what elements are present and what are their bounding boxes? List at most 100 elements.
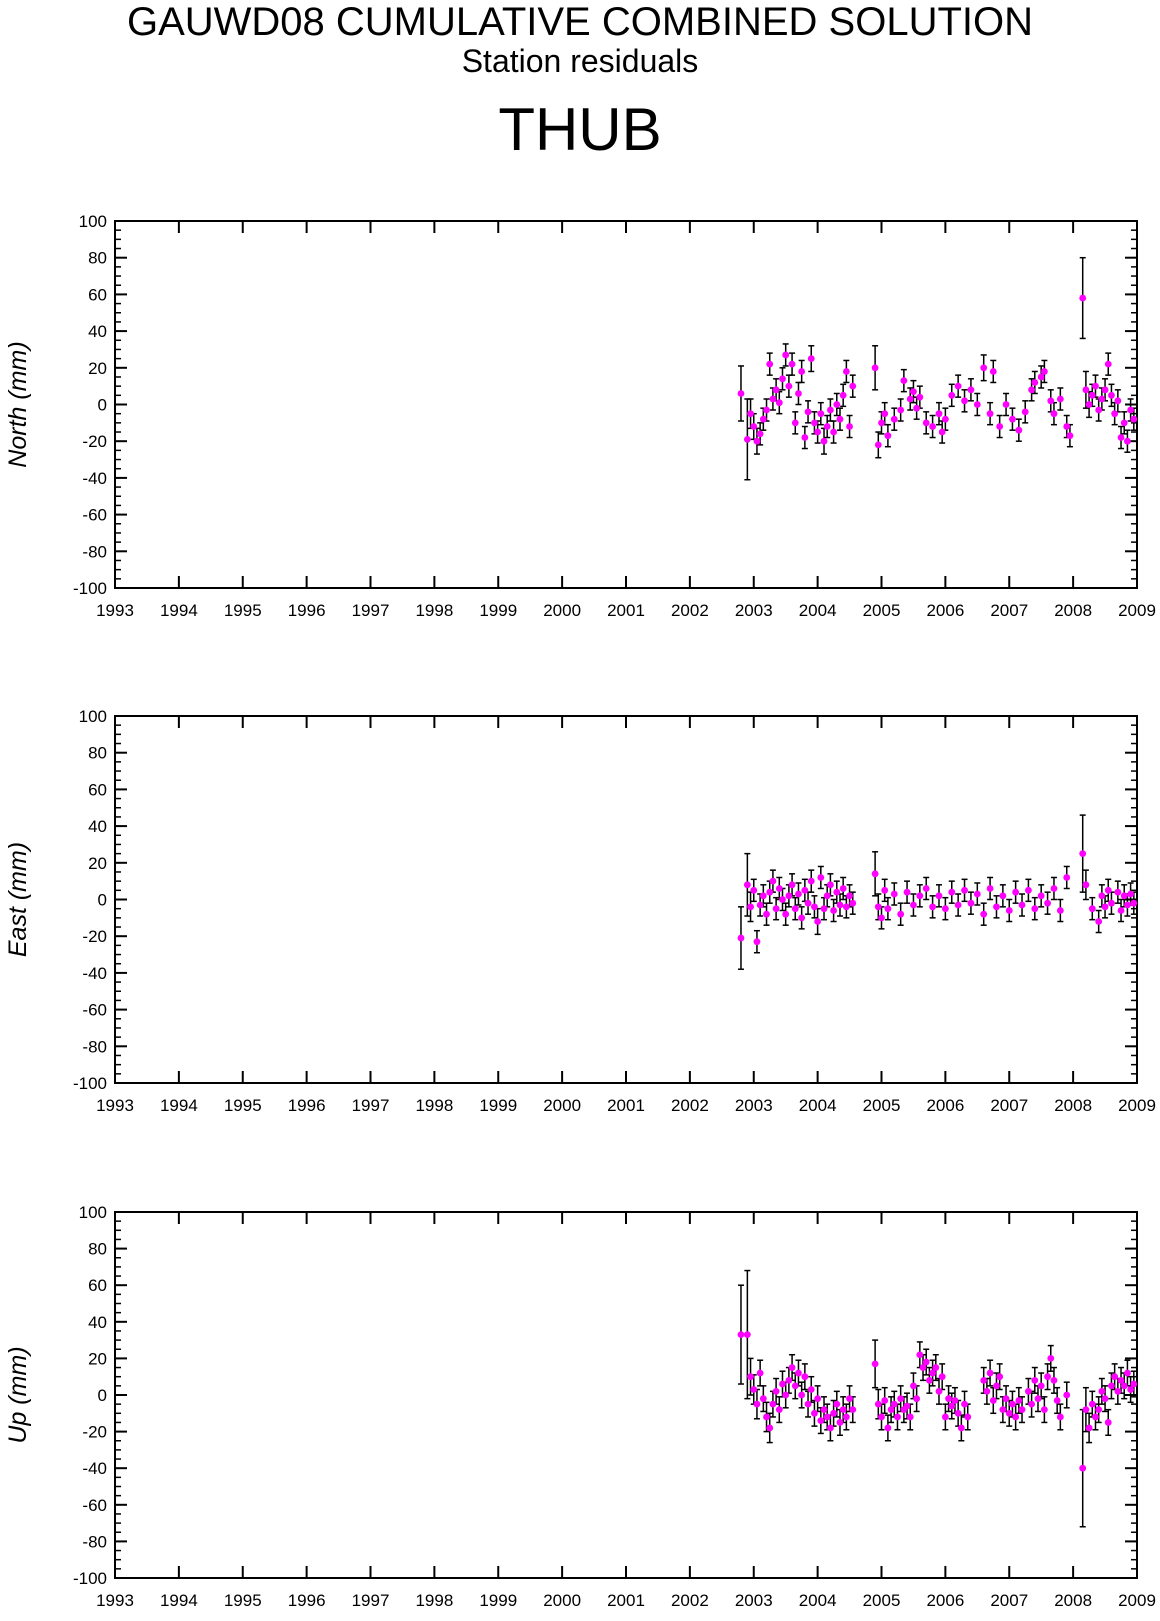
y-tick-label: 40 [88, 322, 107, 341]
data-point [1028, 1400, 1036, 1408]
data-point [772, 905, 780, 913]
data-point [980, 1376, 988, 1384]
data-point [1130, 899, 1138, 907]
data-point [801, 1373, 809, 1381]
data-point [763, 406, 770, 414]
data-point [849, 899, 857, 907]
data-point [1056, 395, 1064, 403]
data-point [801, 886, 809, 894]
data-point [791, 419, 799, 427]
data-point [1108, 391, 1115, 399]
data-point [1082, 386, 1090, 394]
data-point [980, 364, 988, 372]
x-tick-label: 1993 [96, 601, 134, 620]
y-axis-label: North (mm) [4, 341, 32, 467]
y-tick-label: -80 [82, 1532, 107, 1551]
data-point [929, 423, 936, 430]
data-point [1066, 432, 1074, 440]
data-point [1092, 382, 1099, 390]
y-tick-label: -100 [73, 1569, 107, 1588]
x-tick-label: 1998 [415, 1591, 453, 1610]
data-point [823, 892, 831, 900]
y-axis-label: East (mm) [4, 842, 32, 957]
data-point [1056, 907, 1064, 914]
data-point [804, 408, 812, 416]
plot-frame [114, 1211, 1138, 1579]
data-point [775, 1406, 783, 1414]
data-point [1108, 899, 1115, 907]
data-point [788, 1364, 796, 1371]
data-point [1079, 294, 1087, 302]
x-tick-label: 2003 [735, 1591, 773, 1610]
data-point [737, 934, 745, 942]
data-point [878, 914, 885, 922]
data-point [820, 1406, 828, 1414]
data-point [1028, 386, 1036, 394]
data-point [1002, 401, 1010, 408]
data-point [842, 368, 850, 375]
data-point [996, 1373, 1004, 1381]
data-point [919, 1364, 927, 1371]
data-point [948, 1402, 956, 1410]
data-point [769, 1400, 777, 1408]
data-point [910, 388, 917, 396]
data-point [890, 415, 898, 423]
data-point [1130, 415, 1138, 423]
data-point [830, 428, 837, 436]
data-point [993, 903, 1000, 911]
data-point [842, 1413, 850, 1421]
x-tick-label: 1998 [415, 1096, 453, 1115]
data-point [913, 1395, 921, 1403]
data-point [884, 905, 892, 913]
data-point [1018, 901, 1026, 909]
data-point [1104, 886, 1112, 894]
data-point [1050, 885, 1058, 892]
x-tick-label: 2003 [735, 601, 773, 620]
x-tick-label: 1998 [415, 601, 453, 620]
x-tick-label: 2004 [799, 1591, 837, 1610]
data-point [887, 1406, 895, 1414]
data-point [1009, 415, 1016, 423]
data-point [747, 1373, 754, 1381]
data-point [1127, 406, 1135, 414]
data-point [941, 905, 949, 913]
data-point [1101, 1395, 1109, 1403]
data-point [795, 390, 802, 397]
data-point [1005, 1409, 1013, 1417]
data-point [1120, 892, 1128, 900]
y-tick-label: -60 [82, 506, 107, 525]
x-tick-label: 2009 [1118, 1096, 1156, 1115]
data-point [954, 382, 962, 390]
data-point [833, 1400, 841, 1408]
data-point [871, 1360, 879, 1368]
data-point [759, 892, 767, 900]
data-point [811, 419, 818, 427]
y-tick-label: -100 [73, 1074, 107, 1093]
y-tick-label: -60 [82, 1001, 107, 1020]
data-point [999, 892, 1007, 900]
data-point [766, 888, 774, 896]
y-tick-label: -80 [82, 1037, 107, 1056]
data-point [948, 888, 956, 896]
x-tick-label: 2006 [926, 601, 964, 620]
data-point [846, 892, 853, 900]
data-point [951, 1397, 959, 1404]
data-point [1098, 395, 1106, 403]
data-point [849, 1406, 857, 1414]
data-point [1012, 888, 1020, 896]
x-tick-label: 1996 [288, 1591, 326, 1610]
data-point [798, 914, 806, 922]
y-tick-label: 80 [88, 1240, 107, 1259]
data-point [1095, 918, 1103, 925]
data-point [894, 1413, 901, 1421]
x-tick-label: 2005 [863, 1096, 901, 1115]
data-point [779, 375, 786, 383]
y-tick-label: 20 [88, 1349, 107, 1368]
data-point [737, 1331, 745, 1339]
data-point [756, 901, 764, 909]
y-tick-label: 60 [88, 285, 107, 304]
x-tick-label: 1996 [288, 1096, 326, 1115]
data-point [823, 423, 831, 430]
data-point [1117, 434, 1125, 441]
data-point [1079, 850, 1087, 858]
